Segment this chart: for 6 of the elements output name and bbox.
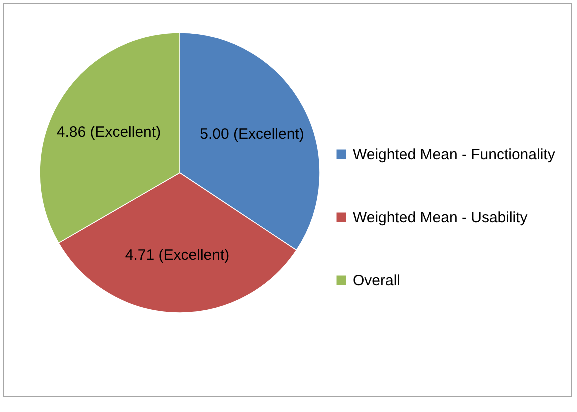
- legend-label: Weighted Mean - Functionality: [353, 146, 556, 164]
- legend-label: Weighted Mean - Usability: [353, 210, 528, 226]
- legend-label: Overall: [353, 272, 401, 290]
- data-label: 4.86 (Excellent): [56, 124, 162, 142]
- data-label: 5.00 (Excellent): [200, 126, 304, 144]
- data-label: 4.71 (Excellent): [125, 246, 230, 264]
